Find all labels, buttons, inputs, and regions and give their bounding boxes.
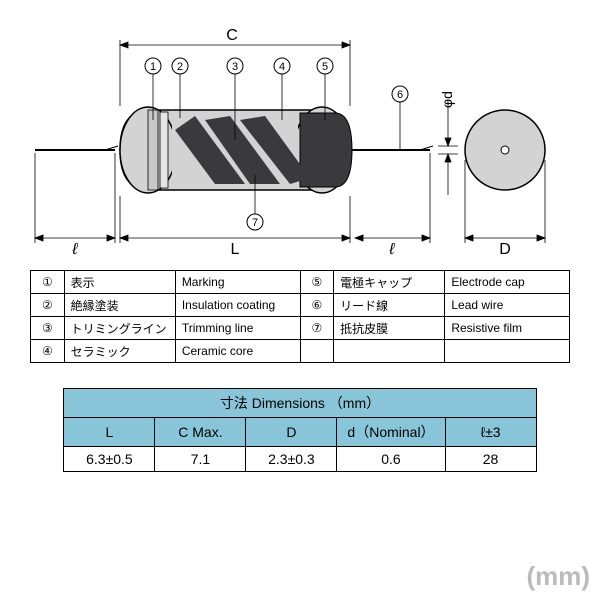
resistor-diagram: 1 2 3 4 5 6 7 C L ℓ ℓ [0, 0, 600, 270]
svg-text:3: 3 [232, 61, 238, 73]
svg-text:7: 7 [252, 217, 258, 229]
dim-L-label: L [231, 241, 240, 258]
svg-text:2: 2 [177, 61, 183, 73]
dimensions-table: 寸法 Dimensions （mm） L C Max. D d（Nominal）… [63, 388, 536, 472]
svg-text:5: 5 [322, 61, 328, 73]
legend-num: ⑤ [311, 275, 322, 289]
dim-phid-label: φd [439, 91, 455, 108]
legend-table: ① 表示 Marking ⑤ 電極キャップ Electrode cap ② 絶縁… [30, 270, 570, 363]
svg-text:6: 6 [397, 89, 403, 101]
svg-text:1: 1 [150, 61, 156, 73]
dim-l-right-label: ℓ [388, 241, 395, 258]
dim-D-label: D [499, 241, 511, 258]
dim-c-label: C [226, 27, 238, 44]
legend-en: Electrode cap [445, 271, 570, 294]
unit-label: (mm) [526, 561, 590, 592]
legend-en: Marking [175, 271, 300, 294]
legend-jp: 電極キャップ [334, 271, 445, 294]
svg-text:4: 4 [279, 61, 285, 73]
legend-jp: 表示 [64, 271, 175, 294]
legend-num: ① [42, 275, 53, 289]
dim-title: 寸法 Dimensions （mm） [64, 389, 536, 418]
dim-l-left-label: ℓ [71, 241, 78, 258]
